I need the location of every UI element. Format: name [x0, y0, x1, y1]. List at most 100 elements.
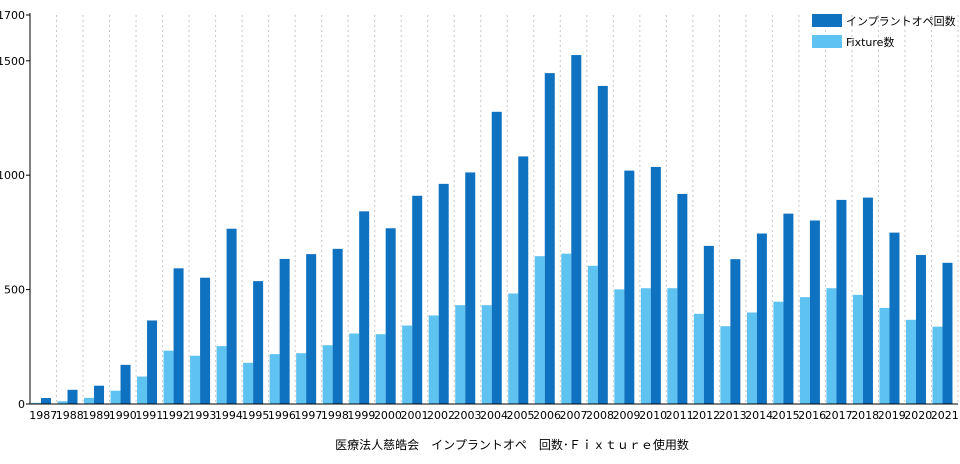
- x-tick-label: 1991: [135, 409, 163, 422]
- bar-implant-ope-1997: [306, 254, 317, 404]
- bar-fixture-2005: [508, 293, 519, 404]
- bar-implant-ope-2012: [703, 245, 714, 404]
- x-tick-label: 2002: [427, 409, 455, 422]
- bar-fixture-1993: [190, 355, 201, 404]
- bar-fixture-2019: [879, 307, 890, 404]
- bar-fixture-2020: [905, 319, 916, 404]
- x-tick-label: 1988: [56, 409, 84, 422]
- bar-implant-ope-2021: [942, 262, 953, 404]
- y-tick-label: 1000: [0, 169, 25, 182]
- x-tick-label: 2010: [639, 409, 667, 422]
- chart-title: 医療法人慈皓会 インプラントオペ 回数･Ｆｉｘｔｕｒｅ使用数: [335, 437, 689, 452]
- bar-fixture-2000: [375, 334, 386, 404]
- bar-implant-ope-2017: [836, 199, 847, 404]
- x-tick-label: 1987: [29, 409, 57, 422]
- x-tick-label: 2004: [480, 409, 508, 422]
- x-tick-label: 2008: [586, 409, 614, 422]
- bar-fixture-1987: [31, 402, 41, 404]
- bar-fixture-1990: [110, 390, 121, 404]
- bar-implant-ope-2006: [544, 73, 555, 404]
- x-tick-label: 2000: [374, 409, 402, 422]
- x-tick-label: 2016: [798, 409, 826, 422]
- bar-fixture-1999: [349, 333, 360, 404]
- bar-implant-ope-2002: [438, 183, 449, 404]
- legend-label: インプラントオペ回数: [846, 15, 956, 28]
- bar-implant-ope-1991: [147, 320, 158, 404]
- bar-implant-ope-2000: [385, 228, 396, 404]
- x-tick-label: 1999: [347, 409, 375, 422]
- bar-fixture-1998: [322, 345, 333, 404]
- x-tick-label: 1989: [82, 409, 110, 422]
- x-tick-label: 2006: [533, 409, 561, 422]
- bar-implant-ope-1999: [359, 211, 370, 404]
- x-tick-label: 2005: [507, 409, 535, 422]
- x-tick-label: 2018: [851, 409, 879, 422]
- bar-fixture-2008: [587, 265, 598, 404]
- x-tick-label: 2003: [453, 409, 481, 422]
- legend-label: Fixture数: [846, 36, 894, 49]
- y-tick-label: 0: [18, 398, 25, 411]
- bar-fixture-2004: [481, 305, 492, 404]
- x-tick-label: 1997: [294, 409, 322, 422]
- x-tick-label: 1995: [241, 409, 269, 422]
- y-tick-label: 1500: [0, 55, 25, 68]
- x-tick-label: 2019: [878, 409, 906, 422]
- bar-implant-ope-2009: [624, 170, 635, 404]
- bar-implant-ope-2010: [650, 166, 661, 404]
- bar-implant-ope-1996: [279, 258, 290, 404]
- bar-fixture-1995: [243, 362, 254, 404]
- bar-implant-ope-1989: [94, 385, 105, 404]
- bar-implant-ope-2001: [412, 195, 423, 404]
- bar-fixture-2013: [720, 326, 731, 404]
- bar-implant-ope-2011: [677, 193, 688, 404]
- x-tick-label: 1990: [109, 409, 137, 422]
- bar-implant-ope-2014: [756, 233, 767, 404]
- bar-fixture-1992: [163, 350, 174, 404]
- bar-implant-ope-1998: [332, 248, 343, 404]
- bar-implant-ope-2004: [491, 111, 502, 404]
- x-tick-label: 1993: [188, 409, 216, 422]
- x-tick-label: 1994: [215, 409, 243, 422]
- x-tick-label: 2020: [904, 409, 932, 422]
- bar-fixture-2015: [773, 301, 784, 404]
- bar-fixture-2010: [640, 288, 651, 404]
- bar-fixture-2021: [932, 326, 943, 404]
- bar-fixture-2012: [693, 313, 704, 404]
- x-tick-label: 2015: [772, 409, 800, 422]
- bar-implant-ope-2007: [571, 55, 582, 404]
- x-tick-label: 2021: [931, 409, 959, 422]
- bar-fixture-2017: [826, 288, 837, 404]
- bar-fixture-1991: [137, 376, 148, 404]
- bar-implant-ope-2016: [809, 220, 820, 404]
- x-tick-label: 1996: [268, 409, 296, 422]
- legend-swatch: [812, 35, 842, 48]
- grid-layer: [56, 15, 959, 404]
- bar-fixture-2018: [852, 294, 863, 404]
- y-tick-label: 1700: [0, 9, 25, 22]
- bar-fixture-2002: [428, 315, 439, 404]
- bar-implant-ope-1993: [200, 277, 211, 404]
- x-tick-label: 1992: [162, 409, 190, 422]
- bar-fixture-2011: [667, 288, 678, 404]
- bar-fixture-1996: [269, 354, 280, 404]
- x-tick-label: 2012: [692, 409, 720, 422]
- bar-implant-ope-2020: [915, 255, 926, 404]
- x-tick-label: 2014: [745, 409, 773, 422]
- bar-implant-ope-1987: [41, 398, 51, 404]
- bar-fixture-2003: [455, 305, 466, 404]
- bars-layer: [31, 55, 953, 404]
- axes-layer: 1987198819891990199119921993199419951996…: [0, 9, 959, 422]
- bar-implant-ope-2003: [465, 172, 476, 404]
- bar-implant-ope-2005: [518, 156, 529, 404]
- bar-implant-ope-1995: [253, 281, 264, 404]
- bar-fixture-1989: [84, 397, 95, 404]
- x-tick-label: 2017: [825, 409, 853, 422]
- bar-fixture-2007: [561, 253, 572, 404]
- bar-fixture-1997: [296, 353, 307, 404]
- bar-implant-ope-1994: [226, 228, 237, 404]
- bar-fixture-1988: [57, 401, 68, 404]
- bar-fixture-2009: [614, 289, 625, 404]
- bar-fixture-2014: [746, 312, 757, 404]
- legend: インプラントオペ回数 Fixture数: [812, 14, 956, 49]
